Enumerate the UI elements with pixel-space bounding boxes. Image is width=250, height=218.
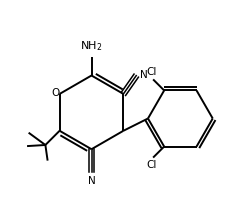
Text: Cl: Cl xyxy=(147,67,157,77)
Text: O: O xyxy=(52,88,60,98)
Text: Cl: Cl xyxy=(147,160,157,170)
Text: NH$_2$: NH$_2$ xyxy=(80,39,103,53)
Text: N: N xyxy=(140,70,148,80)
Text: N: N xyxy=(88,175,96,186)
